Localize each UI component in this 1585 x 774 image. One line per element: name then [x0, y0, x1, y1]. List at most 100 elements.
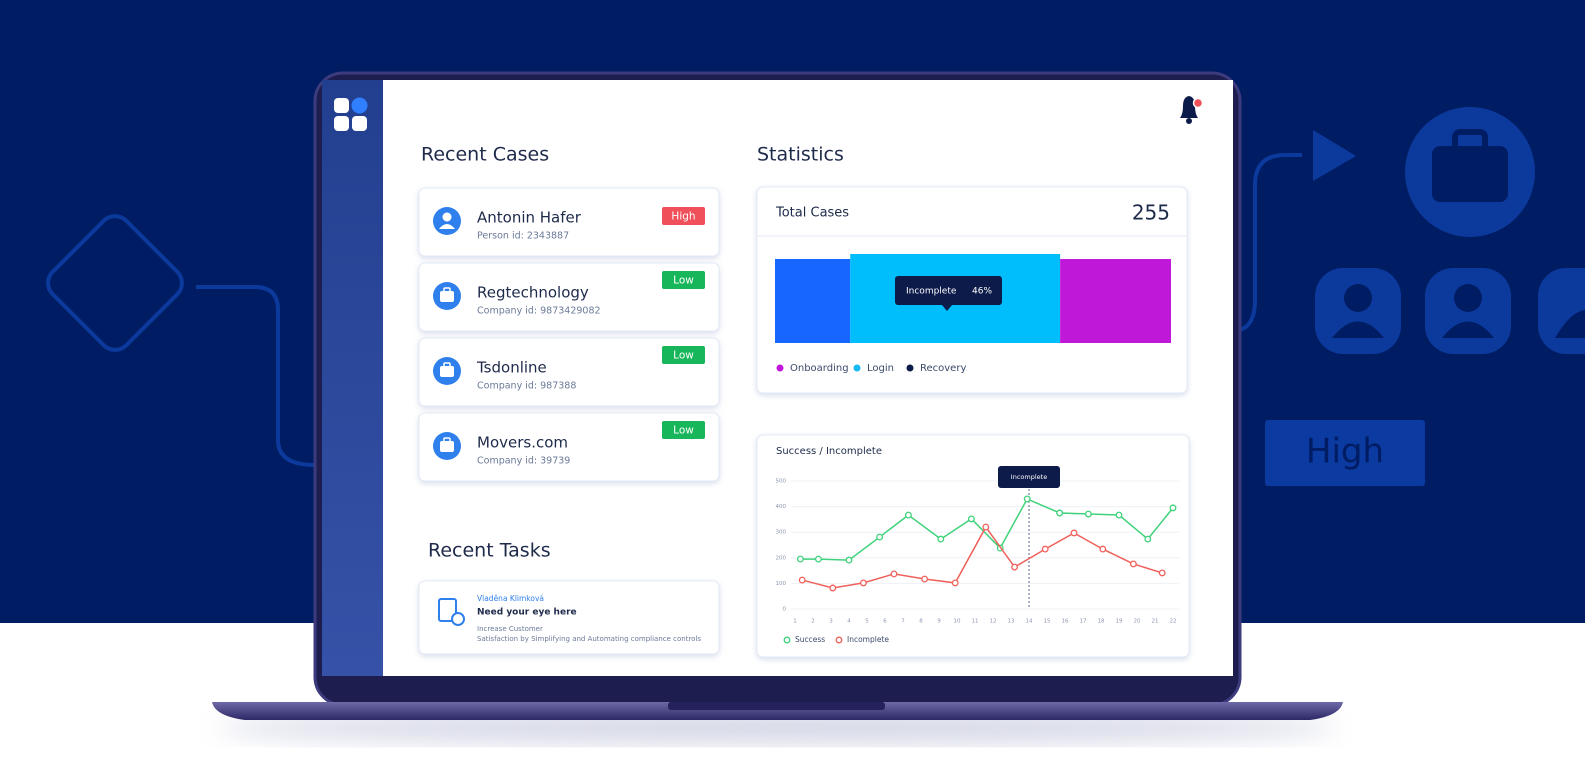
case-card[interactable] [418, 187, 720, 257]
x-tick-label: 15 [1044, 619, 1051, 625]
data-point[interactable] [859, 579, 867, 587]
data-point[interactable] [1084, 510, 1092, 518]
data-point[interactable] [1129, 560, 1137, 568]
tooltip-name: Incomplete [906, 287, 957, 297]
task-icon [438, 598, 457, 622]
priority-badge [662, 271, 705, 289]
case-name: Regtechnology [477, 284, 589, 302]
case-card[interactable] [418, 412, 720, 482]
x-tick-label: 12 [990, 619, 997, 625]
data-point[interactable] [1011, 563, 1019, 571]
data-point[interactable] [937, 535, 945, 543]
data-point[interactable] [1158, 569, 1166, 577]
tooltip-arrow [942, 305, 952, 311]
x-tick-label: 11 [972, 619, 979, 625]
data-point[interactable] [1144, 535, 1152, 543]
case-name: Movers.com [477, 434, 568, 452]
x-tick-label: 18 [1098, 619, 1105, 625]
data-point[interactable] [1056, 509, 1064, 517]
task-title: Need your eye here [477, 608, 577, 618]
tooltip-value: 46% [972, 287, 992, 297]
y-tick-label: 100 [776, 581, 787, 587]
decor-left [46, 214, 316, 467]
chart-title: Success / Incomplete [776, 446, 882, 457]
section-title: Recent Cases [421, 144, 549, 166]
section-title: Statistics [757, 144, 844, 166]
priority-label: Low [673, 275, 694, 287]
decor-badge: High [1306, 432, 1384, 472]
data-point[interactable] [845, 556, 853, 564]
briefcase-glyph [443, 287, 451, 293]
legend-label: Onboarding [790, 363, 849, 374]
data-point[interactable] [951, 579, 959, 587]
case-id: Company id: 987388 [477, 381, 576, 392]
legend-label: Incomplete [847, 635, 889, 644]
total-value: 255 [1132, 201, 1170, 225]
sidebar [322, 80, 383, 676]
x-tick-label: 8 [919, 619, 923, 625]
data-point[interactable] [982, 523, 990, 531]
data-point[interactable] [1041, 545, 1049, 553]
priority-badge [662, 421, 705, 439]
case-name: Tsdonline [476, 359, 547, 377]
priority-badge [662, 346, 705, 364]
y-tick-label: 0 [783, 607, 787, 613]
task-card[interactable] [418, 580, 720, 655]
legend-dot [853, 364, 861, 372]
app-logo [334, 97, 368, 131]
legend-marker [835, 636, 843, 644]
data-point[interactable] [876, 533, 884, 541]
bar-segment[interactable] [775, 259, 851, 343]
task-description: Increase Customer [477, 625, 543, 633]
x-tick-label: 3 [829, 619, 833, 625]
data-point[interactable] [921, 575, 929, 583]
data-point[interactable] [814, 555, 822, 563]
data-point[interactable] [798, 576, 806, 584]
briefcase-glyph [440, 441, 454, 452]
x-tick-label: 10 [954, 619, 961, 625]
x-tick-label: 14 [1026, 619, 1033, 625]
case-card[interactable] [418, 337, 720, 407]
briefcase-glyph [440, 291, 454, 302]
x-tick-label: 16 [1062, 619, 1069, 625]
case-name: Antonin Hafer [477, 209, 582, 227]
case-id: Company id: 39739 [477, 456, 570, 467]
data-point[interactable] [1115, 511, 1123, 519]
priority-label: Low [673, 350, 694, 362]
data-point[interactable] [829, 584, 837, 592]
y-tick-label: 500 [776, 479, 787, 485]
data-point[interactable] [1099, 545, 1107, 553]
total-label: Total Cases [775, 206, 849, 221]
legend-marker [783, 636, 791, 644]
data-point[interactable] [1023, 495, 1031, 503]
notification-bell[interactable] [1180, 96, 1204, 124]
laptop-base [212, 702, 1343, 720]
bar-segment[interactable] [1060, 259, 1171, 343]
x-tick-label: 5 [865, 619, 869, 625]
person-glyph [439, 224, 455, 229]
x-tick-label: 20 [1134, 619, 1141, 625]
data-point[interactable] [904, 511, 912, 519]
data-point[interactable] [890, 570, 898, 578]
decor-right [1239, 107, 1585, 486]
priority-label: Low [673, 425, 694, 437]
legend-dot [776, 364, 784, 372]
briefcase-glyph [440, 366, 454, 377]
data-point[interactable] [1169, 504, 1177, 512]
priority-badge [662, 207, 705, 225]
x-tick-label: 4 [847, 619, 851, 625]
data-point[interactable] [1070, 529, 1078, 537]
case-id: Company id: 9873429082 [477, 306, 601, 317]
person-glyph [442, 212, 452, 222]
x-tick-label: 6 [883, 619, 887, 625]
tooltip [895, 276, 1002, 305]
x-tick-label: 22 [1170, 619, 1177, 625]
case-card[interactable] [418, 262, 720, 332]
x-tick-label: 19 [1116, 619, 1123, 625]
data-point[interactable] [967, 515, 975, 523]
task-icon [451, 612, 465, 626]
data-point[interactable] [796, 555, 804, 563]
task-description: Satisfaction by Simplifying and Automati… [477, 635, 701, 643]
